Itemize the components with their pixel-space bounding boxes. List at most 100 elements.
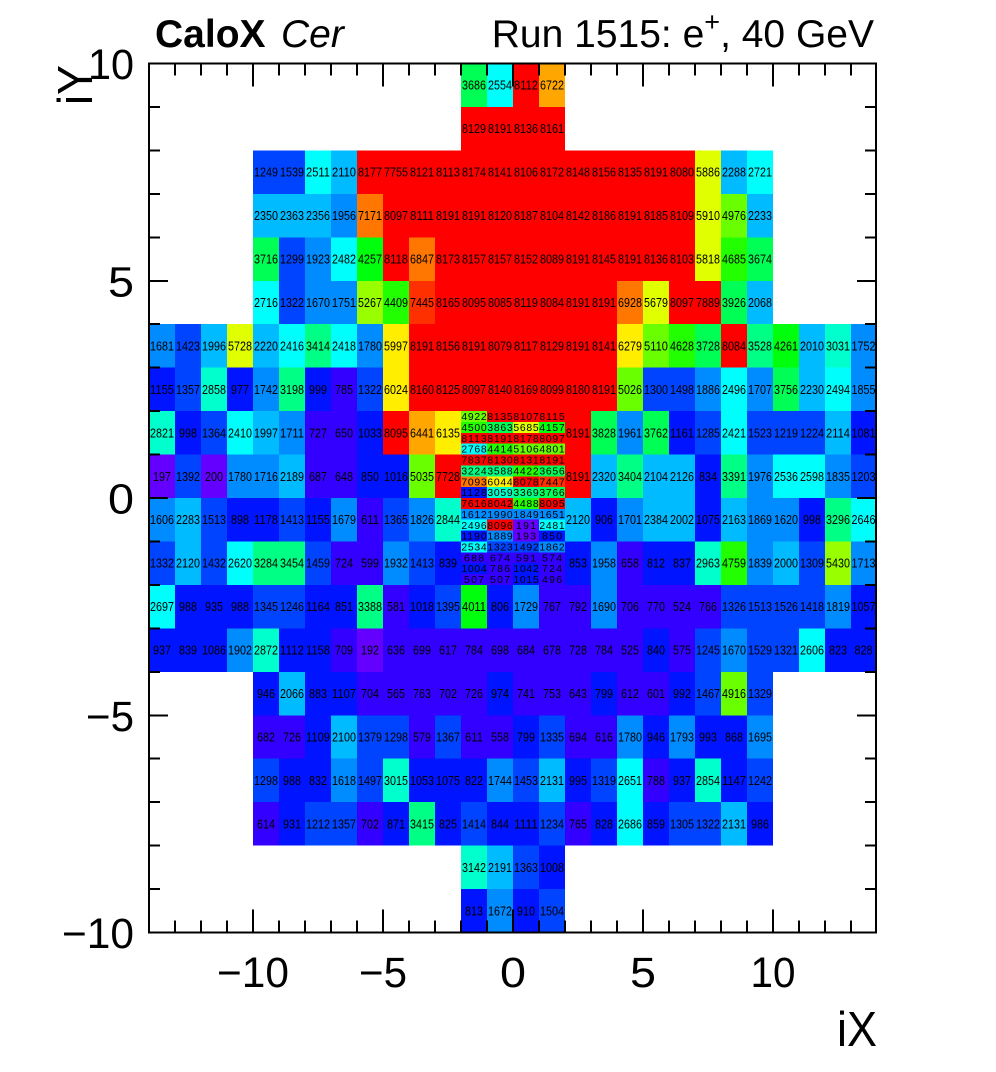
- svg-text:8042: 8042: [487, 499, 512, 510]
- svg-text:4628: 4628: [670, 338, 694, 353]
- svg-text:1707: 1707: [748, 382, 772, 397]
- svg-text:1886: 1886: [696, 382, 720, 397]
- svg-text:507: 507: [490, 575, 510, 586]
- svg-text:6928: 6928: [618, 295, 642, 310]
- svg-text:3756: 3756: [774, 382, 798, 397]
- svg-text:8141: 8141: [488, 165, 512, 180]
- svg-text:8121: 8121: [410, 165, 434, 180]
- svg-text:1497: 1497: [358, 773, 382, 788]
- svg-text:2606: 2606: [800, 643, 824, 658]
- svg-text:574: 574: [542, 553, 562, 564]
- svg-text:4922: 4922: [461, 412, 486, 423]
- svg-text:3284: 3284: [254, 556, 278, 571]
- svg-text:8191: 8191: [566, 425, 590, 440]
- svg-text:8135: 8135: [487, 412, 512, 423]
- svg-text:2120: 2120: [176, 556, 200, 571]
- svg-text:837: 837: [673, 556, 691, 571]
- svg-text:728: 728: [569, 643, 587, 658]
- svg-text:1300: 1300: [644, 382, 668, 397]
- svg-text:828: 828: [855, 643, 873, 658]
- svg-text:2356: 2356: [306, 208, 330, 223]
- svg-text:806: 806: [491, 599, 509, 614]
- svg-text:6279: 6279: [618, 338, 642, 353]
- svg-text:1701: 1701: [618, 512, 642, 527]
- svg-text:1008: 1008: [540, 860, 564, 875]
- svg-text:0: 0: [108, 477, 134, 524]
- svg-text:767: 767: [543, 599, 561, 614]
- svg-text:581: 581: [387, 599, 405, 614]
- svg-text:496: 496: [542, 575, 562, 586]
- svg-text:799: 799: [595, 686, 613, 701]
- svg-text:8117: 8117: [514, 338, 538, 353]
- svg-text:8129: 8129: [540, 338, 564, 353]
- svg-text:3766: 3766: [539, 488, 564, 499]
- svg-text:7889: 7889: [696, 295, 720, 310]
- svg-text:988: 988: [179, 599, 197, 614]
- svg-text:1107: 1107: [332, 686, 356, 701]
- svg-text:8191: 8191: [592, 295, 616, 310]
- svg-text:5106: 5106: [513, 445, 538, 456]
- svg-text:784: 784: [465, 643, 483, 658]
- svg-text:8169: 8169: [514, 382, 538, 397]
- svg-text:7755: 7755: [384, 165, 408, 180]
- svg-text:724: 724: [542, 564, 562, 575]
- svg-text:8129: 8129: [462, 121, 486, 136]
- svg-text:8191: 8191: [644, 165, 668, 180]
- svg-text:1513: 1513: [202, 512, 226, 527]
- svg-text:1432: 1432: [202, 556, 226, 571]
- svg-text:832: 832: [309, 773, 327, 788]
- svg-text:650: 650: [335, 425, 353, 440]
- svg-text:1418: 1418: [800, 599, 824, 614]
- svg-text:1242: 1242: [748, 773, 772, 788]
- svg-text:2481: 2481: [539, 521, 564, 532]
- svg-text:699: 699: [413, 643, 431, 658]
- svg-text:988: 988: [283, 773, 301, 788]
- svg-text:2114: 2114: [826, 425, 850, 440]
- svg-text:1245: 1245: [696, 643, 720, 658]
- svg-text:995: 995: [569, 773, 587, 788]
- svg-text:1413: 1413: [280, 512, 304, 527]
- svg-text:726: 726: [283, 729, 301, 744]
- svg-text:946: 946: [647, 729, 665, 744]
- svg-text:8177: 8177: [358, 165, 382, 180]
- svg-text:8106: 8106: [514, 165, 538, 180]
- svg-text:1299: 1299: [280, 252, 304, 267]
- svg-text:8157: 8157: [462, 252, 486, 267]
- svg-text:702: 702: [361, 816, 379, 831]
- svg-text:8115: 8115: [539, 412, 564, 423]
- svg-text:1190: 1190: [461, 532, 486, 543]
- svg-text:7837: 7837: [461, 456, 486, 467]
- svg-text:611: 611: [465, 729, 483, 744]
- svg-text:3031: 3031: [826, 338, 850, 353]
- svg-text:1392: 1392: [176, 469, 200, 484]
- svg-text:5886: 5886: [696, 165, 720, 180]
- svg-text:3674: 3674: [748, 252, 772, 267]
- svg-text:1249: 1249: [254, 165, 278, 180]
- svg-text:4916: 4916: [722, 686, 746, 701]
- svg-text:2716: 2716: [254, 295, 278, 310]
- svg-text:2421: 2421: [722, 425, 746, 440]
- svg-text:575: 575: [673, 643, 691, 658]
- svg-text:1155: 1155: [306, 512, 330, 527]
- svg-text:507: 507: [464, 575, 484, 586]
- svg-text:614: 614: [257, 816, 275, 831]
- svg-text:2100: 2100: [332, 729, 356, 744]
- svg-text:1309: 1309: [800, 556, 824, 571]
- svg-text:658: 658: [621, 556, 639, 571]
- svg-text:1618: 1618: [332, 773, 356, 788]
- svg-text:1492: 1492: [513, 542, 538, 553]
- svg-text:1147: 1147: [722, 773, 746, 788]
- svg-text:674: 674: [490, 553, 510, 564]
- svg-text:792: 792: [569, 599, 587, 614]
- svg-text:1459: 1459: [306, 556, 330, 571]
- svg-text:1711: 1711: [280, 425, 304, 440]
- svg-text:937: 937: [153, 643, 171, 658]
- svg-text:763: 763: [413, 686, 431, 701]
- svg-text:2410: 2410: [228, 425, 252, 440]
- svg-text:1423: 1423: [176, 338, 200, 353]
- svg-text:1835: 1835: [826, 469, 850, 484]
- svg-text:3828: 3828: [592, 425, 616, 440]
- svg-text:2536: 2536: [774, 469, 798, 484]
- svg-text:3863: 3863: [487, 423, 512, 434]
- svg-text:1164: 1164: [306, 599, 330, 614]
